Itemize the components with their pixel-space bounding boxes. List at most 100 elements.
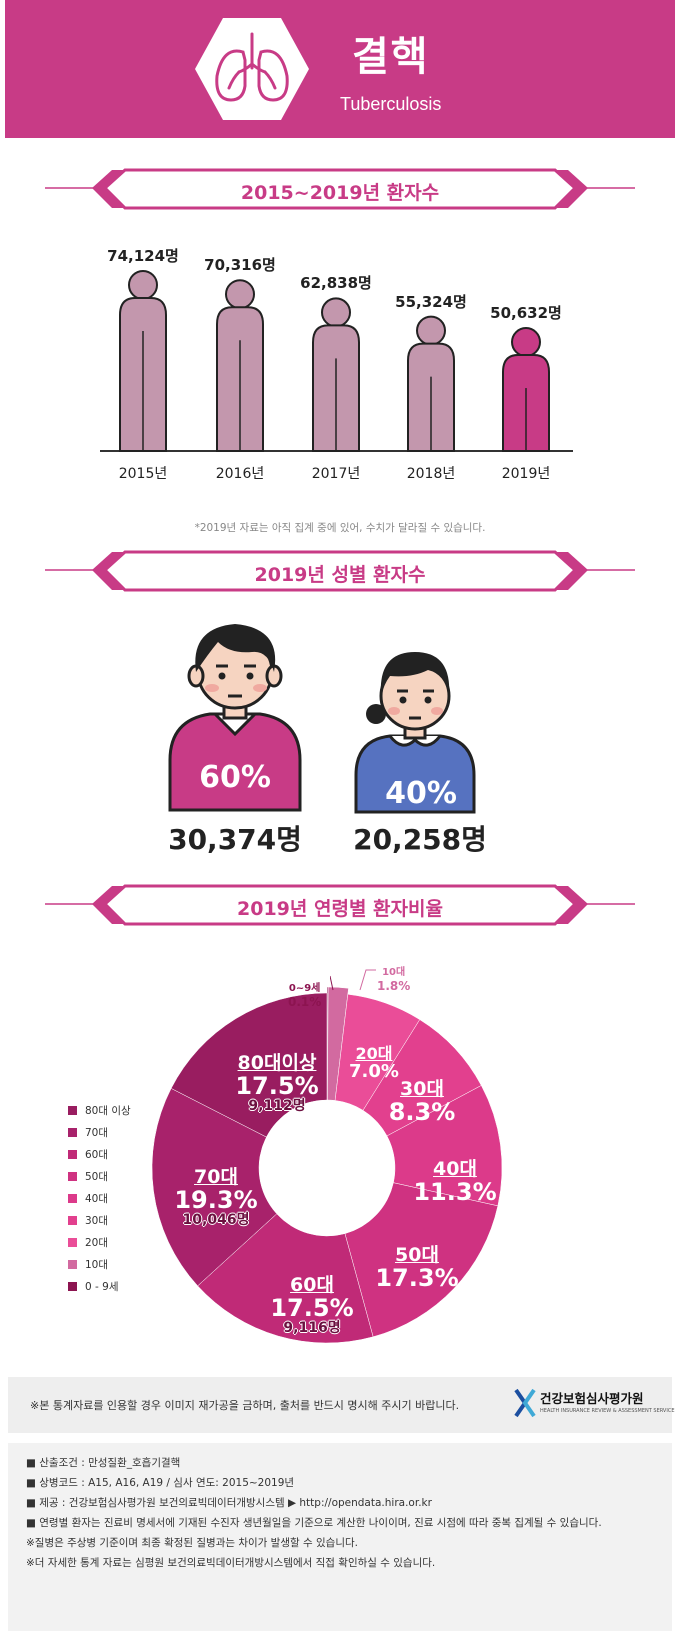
legend-label: 80대 이상 — [85, 1105, 131, 1117]
x-tick-label: 2019년 — [501, 466, 551, 482]
label-70s: 70대 19.3% 10,046명 — [166, 1166, 266, 1229]
label-40s-pct: 11.3% — [413, 1177, 497, 1206]
label-50s-pct: 17.3% — [375, 1263, 459, 1292]
label-80plus-pct: 17.5% — [235, 1071, 319, 1100]
note-line: ■ 상병코드 : A15, A16, A19 / 심사 연도: 2015~201… — [26, 1477, 295, 1489]
label-70s-pct: 19.3% — [174, 1185, 258, 1214]
hira-logo-icon — [514, 1388, 536, 1418]
hira-logo-tagline: HEALTH INSURANCE REVIEW & ASSESSMENT SER… — [540, 1408, 675, 1414]
x-tick-label: 2015년 — [118, 466, 168, 482]
header-banner — [5, 0, 675, 138]
legend-swatch — [68, 1106, 77, 1115]
bar-2018년 — [407, 315, 455, 452]
legend-swatch — [68, 1238, 77, 1247]
label-80plus-group: 80대이상 — [237, 1052, 317, 1074]
age-donut-chart — [151, 986, 503, 1344]
bar-2015년 — [119, 270, 167, 452]
label-70s-group: 70대 — [194, 1166, 238, 1188]
lungs-icon — [195, 18, 309, 120]
female-percent: 40% — [385, 776, 457, 811]
legend-swatch — [68, 1216, 77, 1225]
label-0-9-pct: 0.1% — [288, 995, 322, 1009]
value-label: 74,124명 — [107, 247, 179, 265]
legend-swatch — [68, 1172, 77, 1181]
label-60s-pct: 17.5% — [270, 1293, 354, 1322]
x-tick-label: 2016년 — [215, 466, 265, 482]
male-count: 30,374명 — [168, 823, 302, 856]
female-figure-icon — [354, 652, 476, 814]
legend-item: 60대 — [68, 1147, 108, 1162]
note-line: ■ 산출조건 : 만성질환_호흡기결핵 — [26, 1457, 181, 1469]
section-banner-yearly: 2015~2019년 환자수 — [0, 164, 680, 216]
leader-lines — [330, 969, 376, 991]
legend-swatch — [68, 1282, 77, 1291]
value-label: 70,316명 — [204, 256, 276, 275]
label-40s-group: 40대 — [433, 1158, 477, 1180]
label-30s-pct: 8.3% — [388, 1097, 456, 1126]
page-subtitle: Tuberculosis — [340, 94, 442, 114]
section-title-yearly: 2015~2019년 환자수 — [240, 182, 440, 204]
male-percent: 60% — [199, 760, 271, 795]
label-60s: 60대 17.5% 9,116명 — [262, 1274, 362, 1337]
label-30s-group: 30대 — [400, 1078, 444, 1100]
label-70s-count: 10,046명 — [182, 1212, 250, 1229]
label-40s: 40대 11.3% — [410, 1158, 500, 1206]
yearly-patients-chart — [100, 270, 573, 452]
label-10s-pct: 1.8% — [377, 979, 411, 993]
legend-item: 80대 이상 — [68, 1103, 131, 1118]
label-20s-group: 20대 — [355, 1044, 393, 1063]
notice-text: ※본 통계자료를 인용할 경우 이미지 재가공을 금하며, 출처를 반드시 명시… — [30, 1399, 460, 1412]
label-20s-pct: 7.0% — [349, 1060, 399, 1082]
note-line: ■ 제공 : 건강보험심사평가원 보건의료빅데이터개방시스템 ▶ http://… — [26, 1497, 432, 1509]
section-banner-age: 2019년 연령별 환자비율 — [0, 880, 680, 932]
legend-item: 40대 — [68, 1191, 108, 1206]
legend-item: 50대 — [68, 1169, 108, 1184]
hira-logo-name: 건강보험심사평가원 — [540, 1391, 644, 1406]
slice-70대 — [151, 1088, 278, 1287]
legend-item: 30대 — [68, 1213, 108, 1228]
label-30s: 30대 8.3% — [382, 1078, 462, 1126]
legend-item: 0 - 9세 — [68, 1279, 119, 1294]
label-10s: 10대 1.8% — [377, 966, 410, 995]
label-50s: 50대 17.3% — [372, 1245, 462, 1292]
legend-label: 40대 — [85, 1193, 109, 1205]
x-tick-label: 2018년 — [406, 466, 456, 482]
note-line: ※질병은 주상병 기준이며 최종 확정된 질병과는 차이가 발생할 수 있습니다… — [26, 1537, 358, 1549]
legend-swatch — [68, 1260, 77, 1269]
legend-label: 60대 — [85, 1149, 109, 1161]
value-label: 55,324명 — [395, 292, 467, 311]
legend-label: 50대 — [85, 1171, 109, 1183]
legend-item: 20대 — [68, 1235, 108, 1250]
notes-box: ■ 산출조건 : 만성질환_호흡기결핵 ■ 상병코드 : A15, A16, A… — [8, 1443, 672, 1631]
label-80plus-count: 9,112명 — [248, 1098, 306, 1115]
slice-50대 — [344, 1182, 499, 1338]
legend-swatch — [68, 1128, 77, 1137]
legend-swatch — [68, 1150, 77, 1159]
value-label: 50,632명 — [490, 304, 562, 323]
label-60s-count: 9,116명 — [283, 1320, 341, 1337]
legend-label: 70대 — [85, 1127, 109, 1139]
legend-item: 70대 — [68, 1125, 108, 1140]
bar-2017년 — [312, 297, 360, 452]
label-60s-group: 60대 — [290, 1274, 334, 1296]
label-0-9: 0~9세 0.1% — [288, 982, 321, 1011]
bar-2016년 — [216, 279, 264, 452]
yearly-footnote: *2019년 자료는 아직 집계 중에 있어, 수치가 달라질 수 있습니다. — [194, 522, 486, 534]
note-line: ※더 자세한 통계 자료는 심평원 보건의료빅데이터개방시스템에서 직접 확인하… — [26, 1557, 436, 1569]
value-label: 62,838명 — [300, 274, 372, 293]
legend-swatch — [68, 1194, 77, 1203]
legend-item: 10대 — [68, 1257, 108, 1272]
legend-label: 20대 — [85, 1237, 109, 1249]
legend-label: 10대 — [85, 1259, 109, 1271]
notice-box — [8, 1377, 672, 1433]
section-banner-gender: 2019년 성별 환자수 — [0, 546, 680, 598]
note-line: ■ 연령별 환자는 진료비 명세서에 기재된 수진자 생년월일을 기준으로 계산… — [26, 1517, 602, 1529]
section-title-gender: 2019년 성별 환자수 — [254, 564, 426, 586]
bar-2019년 — [502, 327, 550, 452]
page-title: 결핵 — [352, 34, 430, 80]
male-figure-icon — [168, 624, 302, 812]
label-0-9-group: 0~9세 — [288, 983, 321, 994]
label-10s-group: 10대 — [382, 967, 406, 978]
x-tick-label: 2017년 — [311, 466, 361, 482]
label-80plus: 80대이상 17.5% 9,112명 — [222, 1052, 332, 1115]
